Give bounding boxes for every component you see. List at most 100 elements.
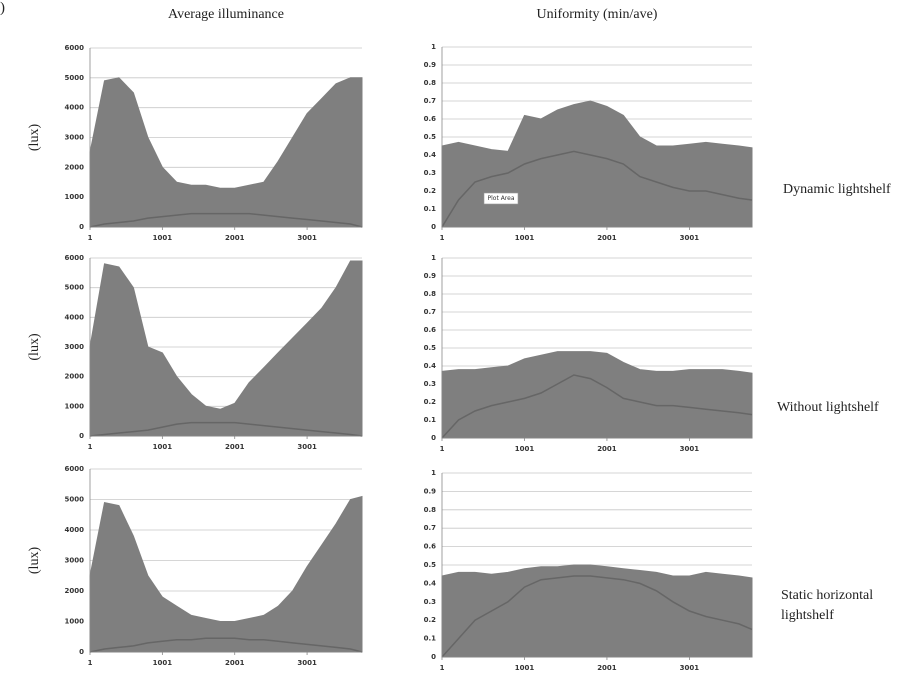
x-tick-label: 1001: [515, 664, 535, 672]
x-tick-label: 3001: [297, 659, 317, 667]
row-label: Without lightshelf: [777, 400, 879, 415]
tooltip: Plot Area: [483, 192, 519, 205]
tooltip-text: Plot Area: [487, 195, 514, 202]
lower-envelope: [89, 212, 363, 228]
y-tick-label: 3000: [65, 134, 85, 142]
x-tick-label: 1: [88, 659, 93, 667]
y-tick-label: 0.6: [424, 543, 437, 551]
y-tick-label: 2000: [65, 163, 85, 171]
y-tick-label: 6000: [65, 465, 85, 473]
y-tick-label: 0.4: [424, 362, 437, 370]
x-tick-label: 3001: [297, 234, 317, 242]
illuminance-band: [441, 351, 753, 439]
y-tick-label: 0: [431, 653, 436, 661]
x-tick-label: 1001: [153, 443, 173, 451]
x-tick-label: 2001: [597, 664, 617, 672]
y-tick-label: 5000: [65, 284, 85, 292]
x-tick-label: 3001: [680, 664, 700, 672]
x-tick-label: 1001: [515, 445, 535, 453]
x-tick-label: 1: [440, 445, 445, 453]
y-tick-label: 3000: [65, 343, 85, 351]
x-tick-label: 1001: [153, 234, 173, 242]
panel-label: ): [0, 0, 5, 16]
row-label: Static horizontal lightshelf: [781, 588, 874, 623]
y-tick-label: 0.7: [424, 308, 437, 316]
illuminance-band: [441, 100, 753, 228]
y-tick-label: 6000: [65, 254, 85, 262]
y-tick-label: 0.8: [424, 290, 437, 298]
x-tick-label: 1: [440, 664, 445, 672]
lower-envelope: [441, 374, 753, 439]
column-title: Uniformity (min/ave): [537, 7, 658, 22]
x-tick-label: 3001: [680, 445, 700, 453]
x-tick-label: 3001: [680, 234, 700, 242]
y-tick-label: 0.1: [424, 416, 437, 424]
y-tick-label: 0.7: [424, 97, 437, 105]
y-tick-label: 0.3: [424, 598, 437, 606]
y-axis-label: (lux): [27, 333, 42, 361]
y-tick-label: 1: [431, 254, 436, 262]
y-tick-label: 0: [431, 434, 436, 442]
y-tick-label: 0: [79, 648, 84, 656]
y-tick-label: 0: [79, 432, 84, 440]
lower-envelope: [89, 421, 363, 437]
y-tick-label: 0.1: [424, 205, 437, 213]
column-title: Average illuminance: [168, 7, 284, 22]
lower-envelope: [89, 637, 363, 653]
illuminance-band: [89, 77, 363, 228]
y-tick-label: 0: [79, 223, 84, 231]
row-label: Dynamic lightshelf: [783, 182, 891, 197]
y-tick-label: 0.3: [424, 380, 437, 388]
y-tick-label: 0.8: [424, 79, 437, 87]
y-tick-label: 5000: [65, 74, 85, 82]
x-tick-label: 2001: [225, 234, 245, 242]
y-tick-label: 4000: [65, 313, 85, 321]
y-tick-label: 0.5: [424, 344, 437, 352]
x-tick-label: 2001: [597, 234, 617, 242]
y-tick-label: 1: [431, 469, 436, 477]
y-tick-label: 0.5: [424, 561, 437, 569]
x-tick-label: 2001: [225, 659, 245, 667]
y-tick-label: 0.8: [424, 506, 437, 514]
y-tick-label: 0.2: [424, 616, 437, 624]
x-tick-label: 1: [440, 234, 445, 242]
y-tick-label: 0.7: [424, 524, 437, 532]
y-tick-label: 2000: [65, 373, 85, 381]
y-tick-label: 0.4: [424, 579, 437, 587]
y-tick-label: 0.4: [424, 151, 437, 159]
x-tick-label: 1001: [515, 234, 535, 242]
y-tick-label: 0.6: [424, 326, 437, 334]
y-tick-label: 4000: [65, 104, 85, 112]
lower-envelope: [441, 150, 753, 228]
y-tick-label: 0.9: [424, 272, 437, 280]
y-tick-label: 0.2: [424, 187, 437, 195]
y-axis-label: (lux): [27, 124, 42, 152]
y-tick-label: 1: [431, 43, 436, 51]
y-tick-label: 3000: [65, 557, 85, 565]
y-tick-label: 1000: [65, 402, 85, 410]
y-tick-label: 0.9: [424, 487, 437, 495]
y-tick-label: 4000: [65, 526, 85, 534]
y-tick-label: 2000: [65, 587, 85, 595]
x-tick-label: 2001: [597, 445, 617, 453]
illuminance-band: [89, 260, 363, 437]
y-tick-label: 0.6: [424, 115, 437, 123]
y-tick-label: 0: [431, 223, 436, 231]
y-tick-label: 0.3: [424, 169, 437, 177]
y-tick-label: 1000: [65, 618, 85, 626]
y-tick-label: 6000: [65, 44, 85, 52]
y-tick-label: 0.1: [424, 635, 437, 643]
y-tick-label: 1000: [65, 193, 85, 201]
y-tick-label: 5000: [65, 496, 85, 504]
y-tick-label: 0.2: [424, 398, 437, 406]
tooltip-box: [483, 192, 519, 205]
x-tick-label: 3001: [297, 443, 317, 451]
x-tick-label: 1001: [153, 659, 173, 667]
x-tick-label: 1: [88, 234, 93, 242]
lower-envelope: [441, 575, 753, 658]
illuminance-band: [89, 495, 363, 653]
illuminance-band: [441, 564, 753, 658]
x-tick-label: 2001: [225, 443, 245, 451]
